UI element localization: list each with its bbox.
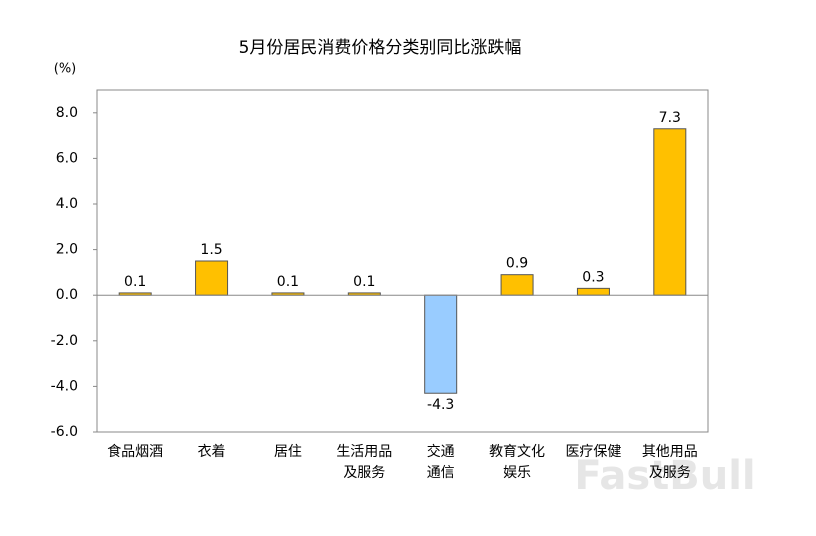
- bar: [500, 274, 534, 296]
- data-label: 0.3: [582, 269, 604, 285]
- data-label: 0.1: [124, 274, 146, 290]
- data-label: -4.3: [427, 397, 454, 413]
- bar: [653, 128, 687, 296]
- y-tick-label: -2.0: [51, 333, 78, 349]
- x-tick-label: 及服务: [343, 465, 385, 481]
- data-label: 0.1: [353, 274, 375, 290]
- y-tick-label: 8.0: [56, 105, 78, 121]
- x-tick-label: 医疗保健: [565, 444, 621, 460]
- y-tick-label: 4.0: [56, 196, 78, 212]
- data-label: 7.3: [659, 110, 681, 126]
- y-tick-label: 2.0: [56, 242, 78, 258]
- y-tick-label: -6.0: [51, 424, 78, 440]
- x-tick-label: 娱乐: [503, 465, 531, 481]
- x-tick-label: 教育文化: [489, 444, 545, 460]
- y-tick-label: 0.0: [56, 287, 78, 303]
- x-tick-label: 及服务: [649, 465, 691, 481]
- bar: [576, 287, 610, 296]
- data-label: 1.5: [200, 242, 222, 258]
- x-tick-label: 交通: [427, 443, 455, 460]
- bar: [195, 260, 229, 296]
- x-tick-label: 生活用品: [336, 444, 392, 460]
- x-tick-label: 衣着: [198, 444, 226, 460]
- data-label: 0.1: [277, 274, 299, 290]
- x-tick-label: 居住: [274, 444, 302, 460]
- data-label: 0.9: [506, 256, 528, 272]
- y-tick-label: 6.0: [56, 150, 78, 166]
- chart-title: 5月份居民消费价格分类别同比涨跌幅: [239, 38, 522, 58]
- x-tick-label: 食品烟酒: [107, 443, 163, 460]
- y-axis-unit: (%): [54, 62, 77, 77]
- y-tick-label: -4.0: [51, 378, 78, 394]
- x-tick-label: 其他用品: [642, 444, 698, 460]
- bar: [424, 294, 458, 394]
- watermark: FastBull: [574, 453, 755, 499]
- plot-frame: [96, 89, 709, 433]
- x-tick-label: 通信: [427, 465, 455, 481]
